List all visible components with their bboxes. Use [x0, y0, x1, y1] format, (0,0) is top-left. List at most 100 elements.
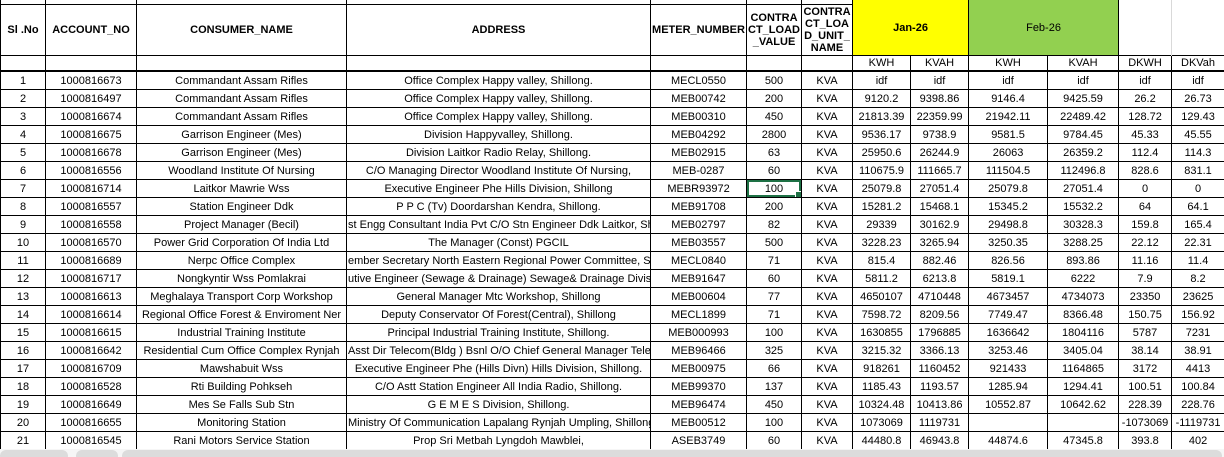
cell-feb-kwh[interactable]: 3250.35 [968, 233, 1049, 252]
subheader-jan-kvah[interactable]: KVAH [909, 55, 970, 72]
cell-contract-load-value[interactable]: 82 [746, 215, 802, 234]
cell-meter-number[interactable]: MEB96466 [650, 341, 747, 360]
cell-address[interactable]: C/O Managing Director Woodland Institute… [346, 161, 651, 180]
cell-jan-kvah[interactable]: 30162.9 [909, 215, 970, 234]
cell-consumer-name[interactable]: Station Engineer Ddk [136, 197, 347, 216]
cell-jan-kwh[interactable]: 1630855 [852, 323, 911, 342]
cell-feb-kwh[interactable]: 7749.47 [968, 305, 1049, 324]
cell-contract-load-value[interactable]: 100 [746, 179, 802, 198]
cell-jan-kvah[interactable]: 1796885 [909, 323, 970, 342]
cell-contract-load-value[interactable]: 500 [746, 233, 802, 252]
cell-jan-kvah[interactable]: 22359.99 [909, 107, 970, 126]
cell-feb-kvah[interactable] [1047, 413, 1120, 432]
cell-account-no[interactable]: 1000816714 [45, 179, 137, 198]
cell-feb-kvah[interactable]: 1294.41 [1047, 377, 1120, 396]
cell-feb-kwh[interactable]: 15345.2 [968, 197, 1049, 216]
cell-dkwh[interactable]: 26.2 [1118, 89, 1173, 108]
cell-dkvah[interactable]: 8.2 [1171, 269, 1224, 288]
cell-address[interactable]: Division Laitkor Radio Relay, Shillong. [346, 143, 651, 162]
cell-feb-kvah[interactable]: 26359.2 [1047, 143, 1120, 162]
cell-dkwh[interactable]: 22.12 [1118, 233, 1173, 252]
cell-address[interactable]: G E M E S Division, Shillong. [346, 395, 651, 414]
cell-consumer-name[interactable]: Mes Se Falls Sub Stn [136, 395, 347, 414]
cell-feb-kvah[interactable]: 3405.04 [1047, 341, 1120, 360]
cell-jan-kwh[interactable]: idf [852, 70, 911, 90]
cell-jan-kwh[interactable]: 1185.43 [852, 377, 911, 396]
cell-jan-kwh[interactable]: 9120.2 [852, 89, 911, 108]
cell-feb-kwh[interactable]: 9581.5 [968, 125, 1049, 144]
cell-contract-load-unit[interactable]: KVA [801, 89, 853, 108]
cell-meter-number[interactable]: MEB04292 [650, 125, 747, 144]
cell-feb-kwh[interactable]: 921433 [968, 359, 1049, 378]
cell-address[interactable]: Principal Industrial Training Institute,… [346, 323, 651, 342]
cell-feb-kvah[interactable]: 10642.62 [1047, 395, 1120, 414]
cell-jan-kvah[interactable]: 46943.8 [909, 431, 970, 450]
cell-feb-kwh[interactable]: 25079.8 [968, 179, 1049, 198]
cell-address[interactable]: Ministry Of Communication Lapalang Rynja… [346, 413, 651, 432]
subheader-dkvah[interactable]: DKVah [1171, 55, 1224, 72]
cell-address[interactable]: utive Engineer (Sewage & Drainage) Sewag… [346, 269, 651, 288]
col-header-contract-load-unit-name[interactable]: CONTRACT_LOAD_UNIT_NAME [801, 4, 853, 56]
cell-empty[interactable] [801, 55, 853, 72]
cell-meter-number[interactable]: MEB99370 [650, 377, 747, 396]
cell-feb-kwh[interactable]: 1636642 [968, 323, 1049, 342]
cell-contract-load-value[interactable]: 325 [746, 341, 802, 360]
cell-empty[interactable] [45, 55, 137, 72]
cell-meter-number[interactable]: MEB02915 [650, 143, 747, 162]
cell-account-no[interactable]: 1000816615 [45, 323, 137, 342]
cell-account-no[interactable]: 1000816613 [45, 287, 137, 306]
cell-dkvah[interactable]: -1119731 [1171, 413, 1224, 432]
cell-account-no[interactable]: 1000816673 [45, 70, 137, 90]
cell-address[interactable]: st Engg Consultant India Pvt C/O Stn Eng… [346, 215, 651, 234]
cell-consumer-name[interactable]: Meghalaya Transport Corp Workshop [136, 287, 347, 306]
cell-meter-number[interactable]: MEB91708 [650, 197, 747, 216]
cell-dkwh[interactable]: idf [1118, 70, 1173, 90]
cell-dkwh[interactable]: 7.9 [1118, 269, 1173, 288]
cell-meter-number[interactable]: MEB00604 [650, 287, 747, 306]
cell-jan-kvah[interactable]: 1119731 [909, 413, 970, 432]
cell-dkvah[interactable]: 4413 [1171, 359, 1224, 378]
cell-contract-load-unit[interactable]: KVA [801, 323, 853, 342]
col-header-address[interactable]: ADDRESS [346, 4, 651, 56]
cell-contract-load-value[interactable]: 63 [746, 143, 802, 162]
cell-empty[interactable] [0, 55, 46, 72]
cell-jan-kvah[interactable]: 3366.13 [909, 341, 970, 360]
cell-account-no[interactable]: 1000816557 [45, 197, 137, 216]
cell-feb-kvah[interactable]: 27051.4 [1047, 179, 1120, 198]
cell-dkwh[interactable]: -1073069 [1118, 413, 1173, 432]
cell-empty-above-dkwh[interactable] [1118, 0, 1173, 56]
cell-feb-kwh[interactable]: 9146.4 [968, 89, 1049, 108]
cell-empty[interactable] [346, 55, 651, 72]
cell-address[interactable]: Executive Engineer Phe (Hills Divn) Hill… [346, 359, 651, 378]
cell-feb-kvah[interactable]: 22489.42 [1047, 107, 1120, 126]
cell-feb-kvah[interactable]: 893.86 [1047, 251, 1120, 270]
cell-address[interactable]: C/O Astt Station Engineer All India Radi… [346, 377, 651, 396]
cell-contract-load-unit[interactable]: KVA [801, 143, 853, 162]
cell-sl-no[interactable]: 2 [0, 89, 46, 108]
cell-feb-kvah[interactable]: 15532.2 [1047, 197, 1120, 216]
cell-contract-load-value[interactable]: 100 [746, 323, 802, 342]
col-header-sl-no[interactable]: Sl .No [0, 4, 46, 56]
cell-jan-kvah[interactable]: 1193.57 [909, 377, 970, 396]
cell-feb-kvah[interactable]: 6222 [1047, 269, 1120, 288]
cell-meter-number[interactable]: MEBR93972 [650, 179, 747, 198]
cell-account-no[interactable]: 1000816642 [45, 341, 137, 360]
cell-dkvah[interactable]: 38.91 [1171, 341, 1224, 360]
cell-dkwh[interactable]: 5787 [1118, 323, 1173, 342]
cell-feb-kvah[interactable]: 3288.25 [1047, 233, 1120, 252]
cell-address[interactable]: Office Complex Happy valley, Shillong. [346, 89, 651, 108]
cell-jan-kvah[interactable]: 15468.1 [909, 197, 970, 216]
cell-consumer-name[interactable]: Power Grid Corporation Of India Ltd [136, 233, 347, 252]
cell-account-no[interactable]: 1000816649 [45, 395, 137, 414]
col-header-account-no[interactable]: ACCOUNT_NO [45, 4, 137, 56]
cell-contract-load-unit[interactable]: KVA [801, 377, 853, 396]
cell-sl-no[interactable]: 14 [0, 305, 46, 324]
cell-feb-kwh[interactable]: 5819.1 [968, 269, 1049, 288]
month-header-feb[interactable]: Feb-26 [968, 0, 1120, 56]
cell-dkvah[interactable]: 129.43 [1171, 107, 1224, 126]
cell-contract-load-unit[interactable]: KVA [801, 431, 853, 450]
cell-feb-kwh[interactable]: 1285.94 [968, 377, 1049, 396]
cell-consumer-name[interactable]: Project Manager (Becil) [136, 215, 347, 234]
cell-address[interactable]: Executive Engineer Phe Hills Division, S… [346, 179, 651, 198]
cell-contract-load-unit[interactable]: KVA [801, 287, 853, 306]
